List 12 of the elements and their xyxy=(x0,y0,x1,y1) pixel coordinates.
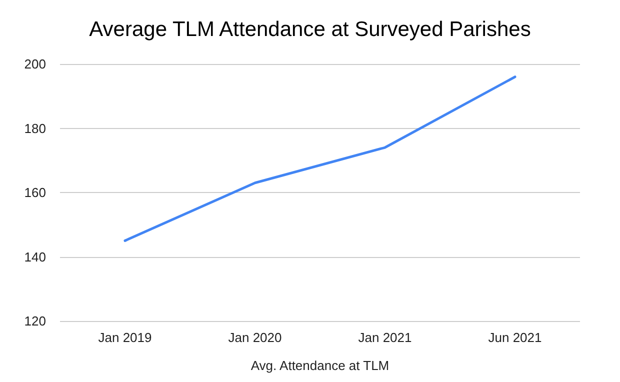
x-tick-label: Jan 2020 xyxy=(228,330,282,345)
y-tick-label: 200 xyxy=(24,56,46,72)
y-tick-label: 140 xyxy=(24,249,46,264)
x-tick-label: Jan 2019 xyxy=(98,330,152,345)
x-axis-title: Avg. Attendance at TLM xyxy=(250,358,390,373)
x-tick-label: Jun 2021 xyxy=(488,330,542,345)
y-tick-label: 180 xyxy=(24,120,46,136)
y-tick-label: 160 xyxy=(24,185,46,200)
chart-title: Average TLM Attendance at Surveyed Parishes xyxy=(89,18,531,41)
line-series xyxy=(124,76,516,242)
y-tick-label: 120 xyxy=(24,314,46,328)
x-tick-label: Jan 2021 xyxy=(358,330,412,345)
